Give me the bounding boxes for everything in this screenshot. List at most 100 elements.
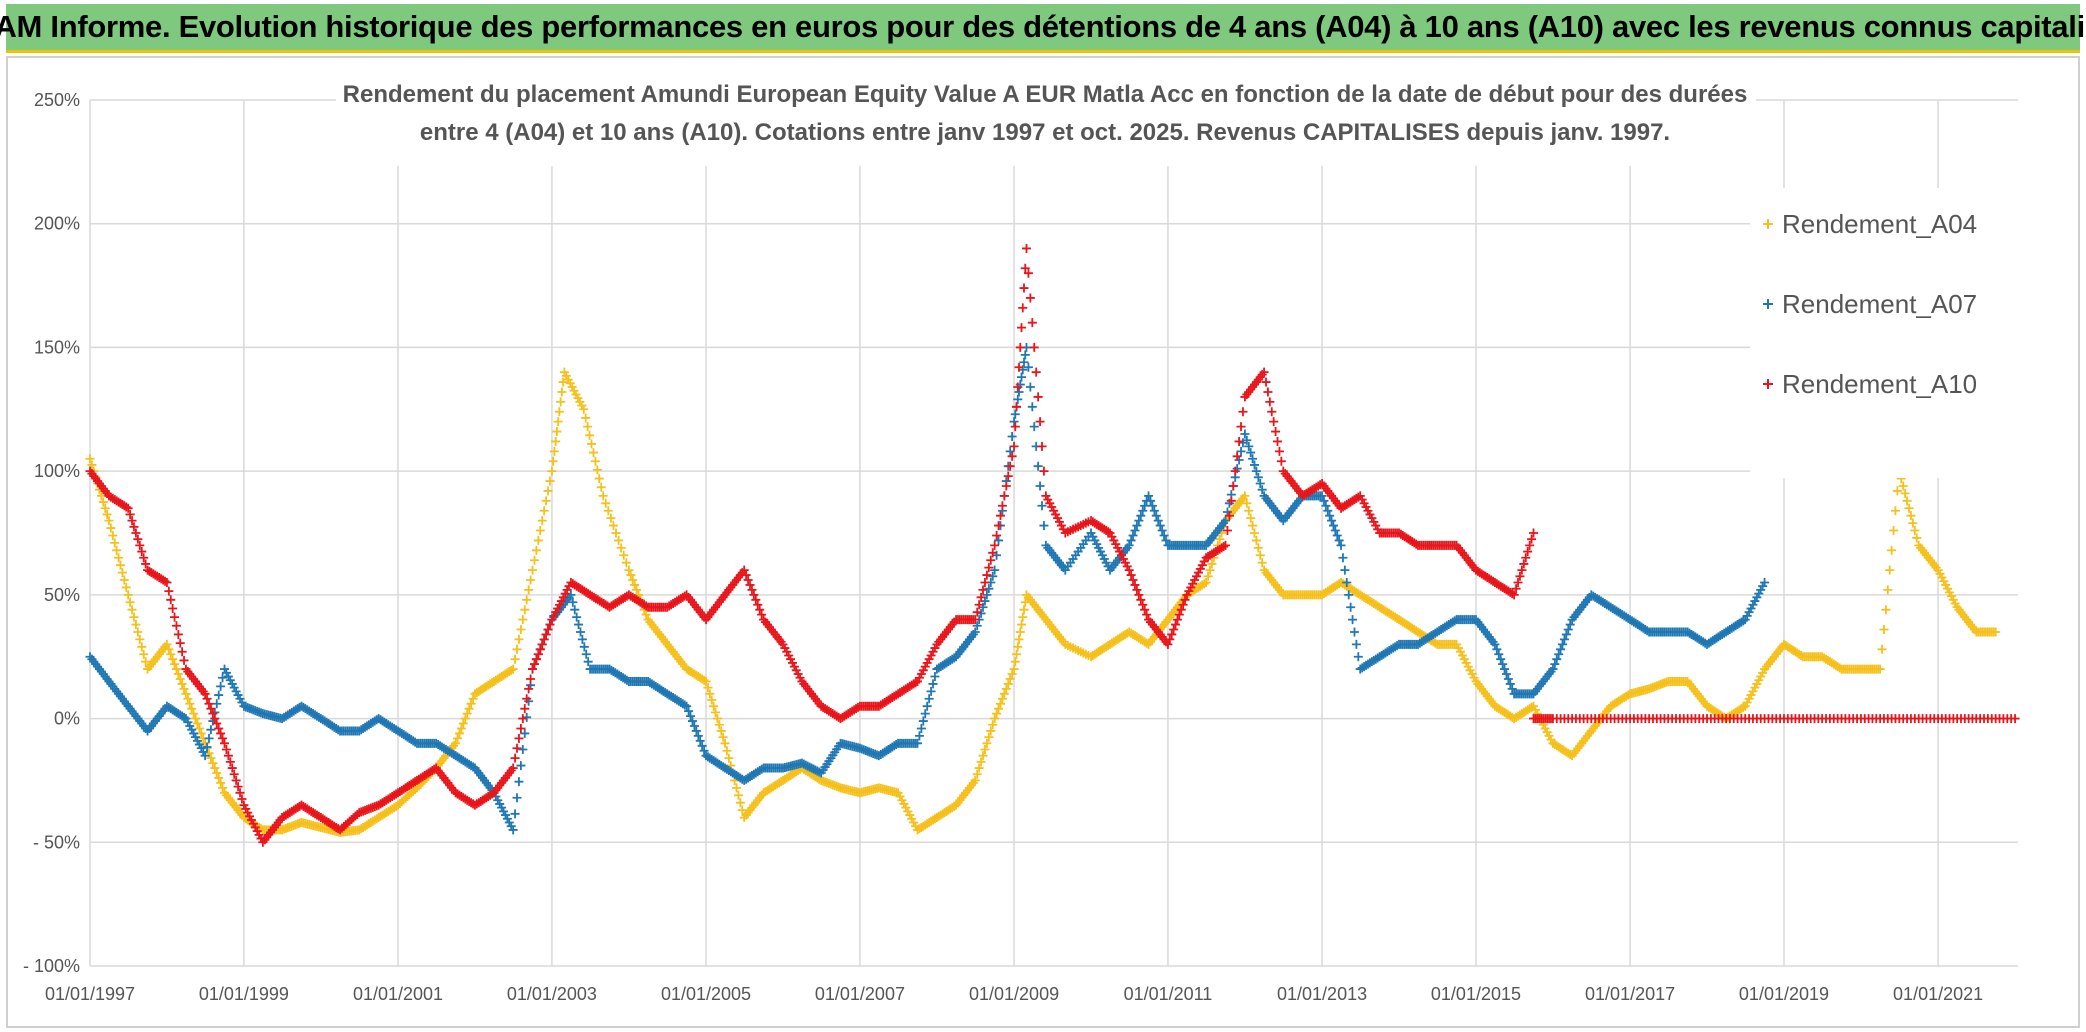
data-point (988, 720, 998, 730)
data-point (1017, 323, 1027, 333)
data-point (196, 728, 206, 738)
data-point (526, 575, 536, 585)
data-point (1012, 402, 1022, 412)
data-point (223, 751, 233, 761)
data-point (139, 649, 149, 659)
data-point (175, 638, 185, 648)
data-point (1136, 511, 1146, 521)
data-point (1171, 620, 1181, 630)
data-point (581, 649, 591, 659)
data-point (1875, 664, 1885, 674)
data-point (210, 714, 220, 724)
data-point (518, 615, 528, 625)
data-point (976, 592, 986, 602)
data-point (724, 753, 734, 763)
data-point (235, 788, 245, 798)
data-point (528, 565, 538, 575)
data-point (1124, 565, 1134, 575)
data-point (1887, 545, 1897, 555)
data-point (1912, 533, 1922, 543)
data-point (978, 585, 988, 595)
data-point (545, 476, 555, 486)
data-point (539, 506, 549, 516)
data-point (988, 571, 998, 581)
data-point (179, 712, 189, 722)
data-point (231, 775, 241, 785)
x-tick-label: 01/01/2017 (1585, 984, 1675, 1004)
data-point (125, 509, 135, 519)
data-point (233, 782, 243, 792)
data-point (1503, 674, 1513, 684)
data-point (1013, 394, 1023, 404)
data-point (1126, 570, 1136, 580)
data-point (1029, 342, 1039, 352)
data-point (614, 535, 624, 545)
data-point (577, 634, 587, 644)
data-point (1883, 585, 1893, 595)
data-point (1005, 461, 1015, 471)
data-point (1879, 624, 1889, 634)
data-point (745, 580, 755, 590)
data-point (456, 723, 466, 733)
data-point (1529, 528, 1539, 538)
data-point (1500, 664, 1510, 674)
data-point (616, 543, 626, 553)
chart-title: Rendement du placement Amundi European E… (336, 62, 1756, 166)
data-point (986, 555, 996, 565)
data-point (1134, 516, 1144, 526)
data-point (1325, 511, 1335, 521)
data-point (194, 723, 204, 733)
data-point (588, 448, 598, 458)
data-point (722, 746, 732, 756)
data-point (1490, 639, 1500, 649)
data-point (108, 530, 118, 540)
data-point (96, 491, 106, 501)
data-point (992, 709, 1002, 719)
data-point (168, 603, 178, 613)
data-point (1015, 342, 1025, 352)
data-point (1009, 441, 1019, 451)
data-point (137, 547, 147, 557)
data-point (216, 778, 226, 788)
data-point (1023, 268, 1033, 278)
data-point (1321, 501, 1331, 511)
data-point (1012, 649, 1022, 659)
data-point (1013, 382, 1023, 392)
data-point (1147, 501, 1157, 511)
data-point (100, 503, 110, 513)
data-point (127, 516, 137, 526)
data-point (212, 719, 222, 729)
data-point (454, 728, 464, 738)
data-point (1344, 590, 1354, 600)
data-point (757, 610, 767, 620)
data-point (737, 805, 747, 815)
data-point (1138, 600, 1148, 610)
data-point (1253, 472, 1263, 482)
data-point (206, 704, 216, 714)
data-point (520, 704, 530, 714)
data-point (510, 809, 520, 819)
data-point (970, 615, 980, 625)
data-point (1910, 526, 1920, 536)
data-point (1007, 432, 1017, 442)
data-point (98, 497, 108, 507)
data-point (579, 404, 589, 414)
data-point (739, 565, 749, 575)
data-point (510, 753, 520, 763)
x-tick-label: 01/01/1997 (45, 984, 135, 1004)
data-point (970, 627, 980, 637)
data-point (1140, 605, 1150, 615)
data-point (179, 684, 189, 694)
data-point (1349, 627, 1359, 637)
data-point (1199, 579, 1209, 589)
data-point (1885, 565, 1895, 575)
data-point (990, 565, 1000, 575)
data-point (237, 794, 247, 804)
data-point (1003, 471, 1013, 481)
data-point (1228, 481, 1238, 491)
data-point (1251, 535, 1261, 545)
y-tick-label: 200% (34, 214, 80, 234)
data-point (1130, 580, 1140, 590)
data-point (630, 580, 640, 590)
x-tick-label: 01/01/2013 (1277, 984, 1367, 1004)
